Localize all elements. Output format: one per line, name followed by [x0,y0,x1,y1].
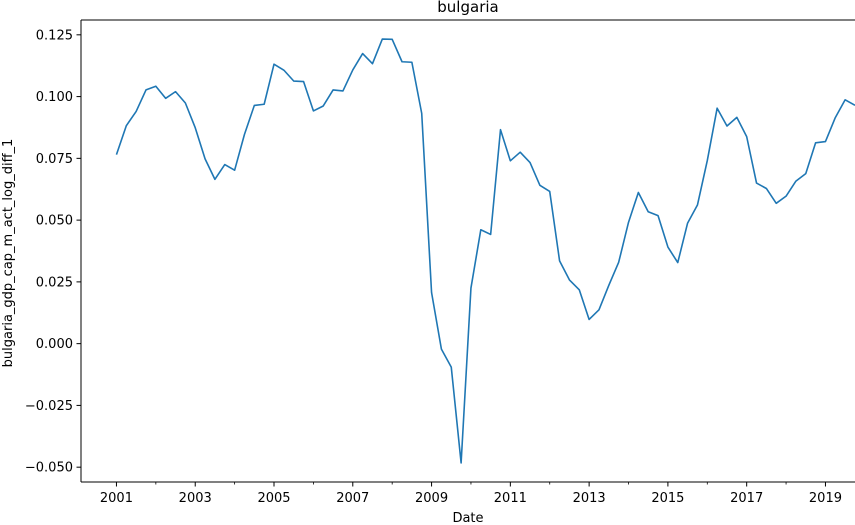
x-tick-label: 2001 [100,491,133,506]
y-tick-label: 0.100 [36,90,73,105]
y-tick-label: −0.050 [25,461,73,476]
x-tick-label: 2007 [336,491,369,506]
y-tick-label: 0.075 [36,152,73,167]
series-line [115,38,855,464]
x-axis-ticks: 2001 2003 2005 2007 2009 2011 2013 2015 2017 2019 [100,482,842,506]
y-axis-label: bulgaria_gdp_cap_m_act_log_diff_1 [1,139,16,368]
x-tick-label: 2005 [257,491,290,506]
x-tick-label: 2009 [415,491,448,506]
x-tick-label: 2019 [809,491,842,506]
y-tick-label: 0.125 [36,28,73,43]
x-axis-label: Date [452,511,483,525]
x-tick-label: 2017 [730,491,763,506]
y-tick-label: −0.025 [25,399,73,414]
series-layer [115,38,855,464]
x-tick-label: 2015 [651,491,684,506]
x-tick-label: 2011 [494,491,527,506]
y-axis-ticks: −0.050 −0.025 0.000 0.025 0.050 0.075 0.100 0.1… [25,28,81,476]
y-tick-label: 0.050 [36,214,73,229]
chart-title: bulgaria [437,0,498,16]
y-tick-label: 0.000 [36,337,73,352]
y-tick-label: 0.025 [36,275,73,290]
plot-background [81,20,855,482]
x-tick-label: 2003 [179,491,212,506]
x-tick-label: 2013 [573,491,606,506]
